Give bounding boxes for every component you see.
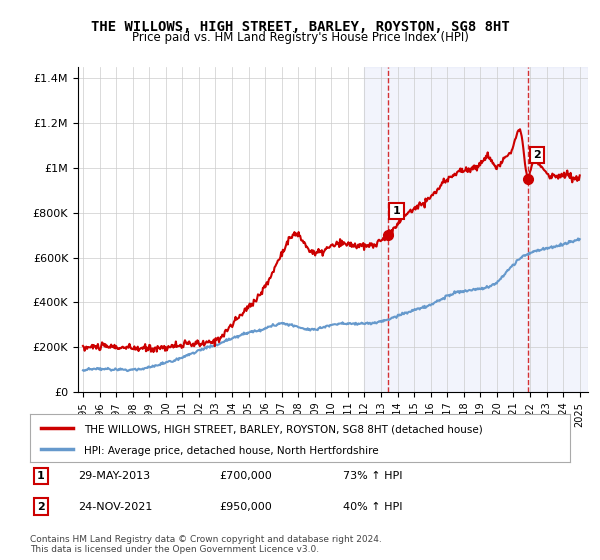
Text: THE WILLOWS, HIGH STREET, BARLEY, ROYSTON, SG8 8HT: THE WILLOWS, HIGH STREET, BARLEY, ROYSTO… (91, 20, 509, 34)
Text: 73% ↑ HPI: 73% ↑ HPI (343, 471, 403, 481)
Text: £950,000: £950,000 (219, 502, 272, 512)
Text: 24-NOV-2021: 24-NOV-2021 (79, 502, 153, 512)
Text: 2: 2 (37, 502, 44, 512)
Text: 2: 2 (533, 150, 541, 160)
Text: 1: 1 (393, 206, 401, 216)
Text: Contains HM Land Registry data © Crown copyright and database right 2024.
This d: Contains HM Land Registry data © Crown c… (30, 535, 382, 554)
Text: 1: 1 (37, 471, 44, 481)
Text: Price paid vs. HM Land Registry's House Price Index (HPI): Price paid vs. HM Land Registry's House … (131, 31, 469, 44)
Text: THE WILLOWS, HIGH STREET, BARLEY, ROYSTON, SG8 8HT (detached house): THE WILLOWS, HIGH STREET, BARLEY, ROYSTO… (84, 424, 483, 435)
Text: HPI: Average price, detached house, North Hertfordshire: HPI: Average price, detached house, Nort… (84, 446, 379, 456)
Text: £700,000: £700,000 (219, 471, 272, 481)
Text: 40% ↑ HPI: 40% ↑ HPI (343, 502, 403, 512)
Text: 29-MAY-2013: 29-MAY-2013 (79, 471, 151, 481)
Bar (364, 67, 588, 392)
